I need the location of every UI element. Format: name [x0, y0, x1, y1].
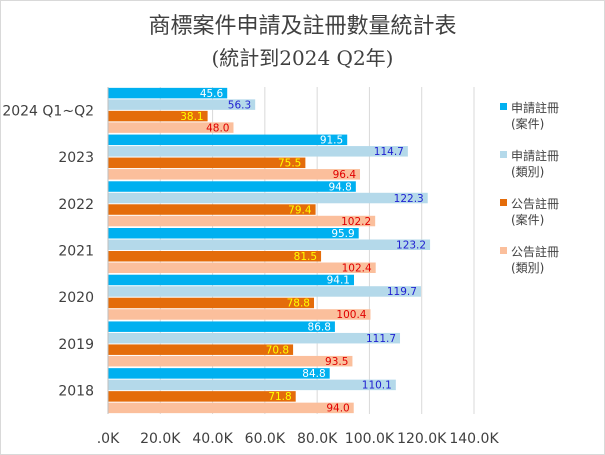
bar-s2-c3: [108, 251, 322, 262]
data-label-s0-c2: 94.8: [328, 181, 351, 193]
data-label-s1-c0: 56.3: [228, 99, 251, 111]
data-label-s2-c4: 78.8: [287, 298, 310, 310]
bar-s0-c1: [108, 134, 348, 146]
x-tick-label-7: 140.0K: [449, 431, 499, 447]
data-label-s3-c3: 102.4: [342, 263, 372, 275]
bar-s1-c1: [108, 146, 408, 157]
legend-label-3-line-0: 公告註冊: [511, 245, 559, 259]
x-tick-label-5: 100.0K: [345, 431, 395, 447]
bar-s0-c6: [108, 368, 330, 379]
bar-s1-c5: [108, 332, 401, 344]
bar-s0-c2: [108, 181, 356, 192]
data-label-s0-c4: 94.1: [327, 275, 350, 287]
data-label-s0-c3: 95.9: [331, 228, 354, 240]
data-label-s2-c6: 71.8: [268, 391, 291, 403]
bar-s1-c2: [108, 192, 428, 204]
bar-s0-c0: [108, 87, 228, 99]
legend-label-1-line-0: 申請註冊: [511, 149, 559, 163]
bar-s0-c4: [108, 274, 355, 286]
bar-s2-c2: [108, 204, 316, 215]
bar-s0-c5: [108, 321, 335, 332]
legend-label-0-line-1: (案件): [511, 116, 544, 131]
bar-s3-c0: [108, 122, 234, 133]
legend-label-2-line-0: 公告註冊: [511, 197, 559, 211]
data-label-s3-c0: 48.0: [206, 122, 229, 134]
data-label-s1-c1: 114.7: [374, 146, 404, 158]
legend-marker-1: [500, 151, 507, 158]
data-label-s3-c4: 100.4: [336, 309, 366, 321]
bar-s3-c2: [108, 215, 376, 227]
bar-s2-c4: [108, 297, 315, 309]
data-label-s1-c2: 122.3: [394, 193, 424, 205]
bar-s2-c6: [108, 391, 296, 402]
data-label-s1-c5: 111.7: [366, 333, 396, 345]
legend-label-0-line-0: 申請註冊: [511, 101, 559, 115]
category-label-0: 2024 Q1~Q2: [2, 103, 94, 119]
bar-s3-c1: [108, 169, 361, 180]
legend-label-1-line-1: (類別): [511, 165, 544, 179]
data-label-s0-c5: 86.8: [308, 321, 331, 333]
legend-marker-3: [500, 247, 507, 254]
legend-marker-2: [500, 199, 507, 206]
category-label-2: 2022: [58, 197, 94, 213]
category-label-1: 2023: [58, 150, 94, 166]
category-label-6: 2018: [58, 384, 94, 400]
bar-s2-c5: [108, 344, 294, 355]
data-label-s0-c1: 91.5: [320, 135, 343, 147]
data-label-s1-c4: 119.7: [387, 286, 417, 298]
category-label-4: 2020: [58, 290, 94, 306]
data-label-s1-c3: 123.2: [396, 240, 426, 252]
legend-label-2-line-1: (案件): [511, 212, 544, 227]
bar-s3-c4: [108, 309, 371, 320]
x-tick-label-1: 20.0K: [140, 431, 181, 447]
bar-s1-c6: [108, 379, 396, 391]
category-label-5: 2019: [58, 337, 94, 353]
data-label-s3-c1: 96.4: [333, 169, 357, 181]
data-label-s0-c0: 45.6: [200, 88, 224, 100]
data-label-s2-c0: 38.1: [180, 111, 203, 123]
bar-s3-c5: [108, 355, 353, 367]
x-tick-label-2: 40.0K: [192, 431, 233, 447]
data-label-s3-c5: 93.5: [325, 356, 348, 368]
data-label-s0-c6: 84.8: [302, 368, 325, 380]
data-label-s1-c6: 110.1: [362, 380, 392, 392]
data-label-s2-c1: 75.5: [278, 158, 301, 170]
data-label-s3-c2: 102.2: [341, 216, 371, 228]
bar-s0-c3: [108, 228, 359, 239]
bar-s1-c4: [108, 286, 421, 297]
legend-label-3-line-1: (類別): [511, 261, 544, 275]
bar-s3-c6: [108, 402, 354, 414]
x-tick-label-6: 120.0K: [397, 431, 447, 447]
legend-marker-0: [500, 103, 507, 110]
bar-s2-c0: [108, 110, 208, 122]
data-label-s2-c5: 70.8: [266, 344, 289, 356]
bar-s3-c3: [108, 262, 376, 273]
x-tick-label-4: 80.0K: [297, 431, 338, 447]
data-label-s3-c6: 94.0: [326, 403, 349, 415]
chart-subtitle: (統計到2024 Q2年): [211, 46, 394, 70]
data-label-s2-c3: 81.5: [294, 251, 317, 263]
x-tick-label-0: .0K: [97, 431, 120, 447]
category-label-3: 2021: [58, 244, 94, 260]
bar-s1-c0: [108, 99, 256, 110]
x-tick-label-3: 60.0K: [245, 431, 286, 447]
chart-title: 商標案件申請及註冊數量統計表: [148, 14, 457, 39]
data-label-s2-c2: 79.4: [288, 204, 312, 216]
bar-s1-c3: [108, 239, 431, 250]
bar-s2-c1: [108, 157, 306, 169]
